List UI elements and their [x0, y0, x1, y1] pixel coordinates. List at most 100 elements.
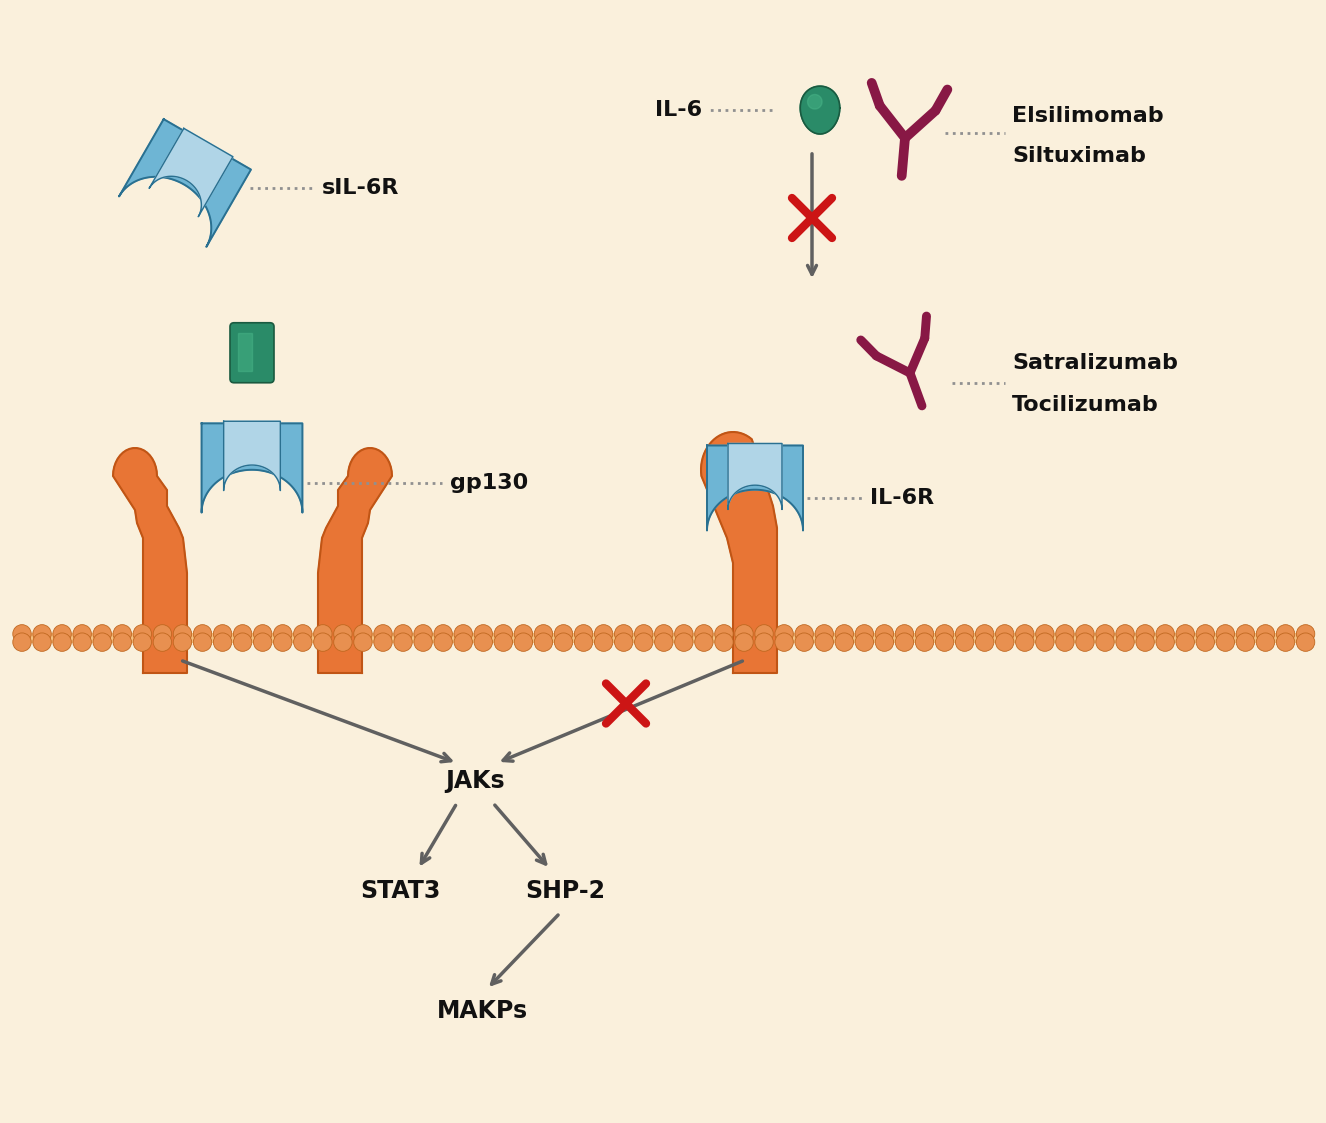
Circle shape	[394, 633, 412, 651]
Circle shape	[33, 624, 52, 643]
Circle shape	[695, 633, 713, 651]
Circle shape	[1095, 624, 1114, 643]
Circle shape	[154, 624, 171, 643]
Circle shape	[855, 633, 874, 651]
Circle shape	[133, 624, 151, 643]
Circle shape	[976, 633, 994, 651]
Circle shape	[53, 633, 72, 651]
Polygon shape	[113, 448, 187, 673]
Circle shape	[1156, 624, 1175, 643]
Circle shape	[13, 633, 32, 651]
Circle shape	[133, 633, 151, 651]
Circle shape	[635, 633, 652, 651]
Text: JAKs: JAKs	[446, 769, 505, 793]
Circle shape	[1236, 624, 1254, 643]
Polygon shape	[728, 444, 782, 510]
Circle shape	[1216, 624, 1235, 643]
Circle shape	[113, 624, 131, 643]
Circle shape	[194, 633, 212, 651]
Circle shape	[1055, 624, 1074, 643]
Circle shape	[1116, 624, 1134, 643]
Polygon shape	[202, 423, 302, 512]
Circle shape	[293, 624, 312, 643]
Circle shape	[495, 633, 513, 651]
Text: SHP-2: SHP-2	[525, 879, 605, 903]
Text: Tocilizumab: Tocilizumab	[1012, 395, 1159, 416]
Polygon shape	[707, 446, 804, 530]
Circle shape	[1075, 624, 1094, 643]
Circle shape	[434, 624, 452, 643]
Circle shape	[213, 624, 232, 643]
Polygon shape	[224, 421, 280, 491]
Circle shape	[594, 633, 613, 651]
Circle shape	[774, 633, 793, 651]
Circle shape	[935, 624, 953, 643]
Circle shape	[253, 624, 272, 643]
Circle shape	[835, 633, 854, 651]
Circle shape	[915, 624, 934, 643]
Circle shape	[1095, 633, 1114, 651]
Circle shape	[414, 633, 432, 651]
Circle shape	[233, 633, 252, 651]
Circle shape	[1216, 633, 1235, 651]
Text: IL-6R: IL-6R	[870, 489, 934, 508]
Circle shape	[434, 633, 452, 651]
Circle shape	[895, 633, 914, 651]
Circle shape	[655, 624, 674, 643]
Circle shape	[453, 633, 472, 651]
Circle shape	[675, 633, 693, 651]
Text: Elsilimomab: Elsilimomab	[1012, 106, 1164, 126]
Circle shape	[1277, 633, 1294, 651]
Circle shape	[735, 624, 753, 643]
Text: MAKPs: MAKPs	[436, 999, 528, 1023]
Circle shape	[1176, 624, 1195, 643]
Circle shape	[1196, 633, 1215, 651]
Polygon shape	[149, 128, 233, 217]
Text: Satralizumab: Satralizumab	[1012, 353, 1177, 373]
Circle shape	[796, 624, 813, 643]
Circle shape	[1075, 633, 1094, 651]
Circle shape	[635, 624, 652, 643]
Circle shape	[1016, 633, 1034, 651]
Circle shape	[715, 624, 733, 643]
Polygon shape	[119, 119, 251, 247]
Circle shape	[213, 633, 232, 651]
Polygon shape	[149, 128, 233, 217]
Polygon shape	[119, 119, 251, 247]
Circle shape	[514, 624, 533, 643]
Circle shape	[414, 624, 432, 643]
Circle shape	[293, 633, 312, 651]
Circle shape	[394, 624, 412, 643]
Text: IL-6: IL-6	[655, 100, 701, 120]
Text: Siltuximab: Siltuximab	[1012, 146, 1146, 166]
Circle shape	[334, 633, 353, 651]
Circle shape	[374, 633, 392, 651]
Circle shape	[895, 624, 914, 643]
Circle shape	[1136, 624, 1155, 643]
Circle shape	[614, 624, 633, 643]
Circle shape	[93, 633, 111, 651]
Circle shape	[774, 624, 793, 643]
Circle shape	[1256, 624, 1274, 643]
Circle shape	[715, 633, 733, 651]
Bar	[23, 633, 1310, 643]
Circle shape	[835, 624, 854, 643]
Polygon shape	[808, 94, 822, 109]
Circle shape	[174, 633, 192, 651]
Circle shape	[935, 633, 953, 651]
Circle shape	[815, 633, 834, 651]
Circle shape	[354, 633, 373, 651]
Circle shape	[334, 624, 353, 643]
Circle shape	[1297, 624, 1315, 643]
Circle shape	[314, 633, 332, 651]
Circle shape	[754, 624, 773, 643]
Circle shape	[314, 624, 332, 643]
Circle shape	[453, 624, 472, 643]
Circle shape	[675, 624, 693, 643]
Circle shape	[1016, 624, 1034, 643]
Circle shape	[475, 624, 492, 643]
Circle shape	[33, 633, 52, 651]
Circle shape	[1036, 633, 1054, 651]
Circle shape	[976, 624, 994, 643]
Circle shape	[1236, 633, 1254, 651]
